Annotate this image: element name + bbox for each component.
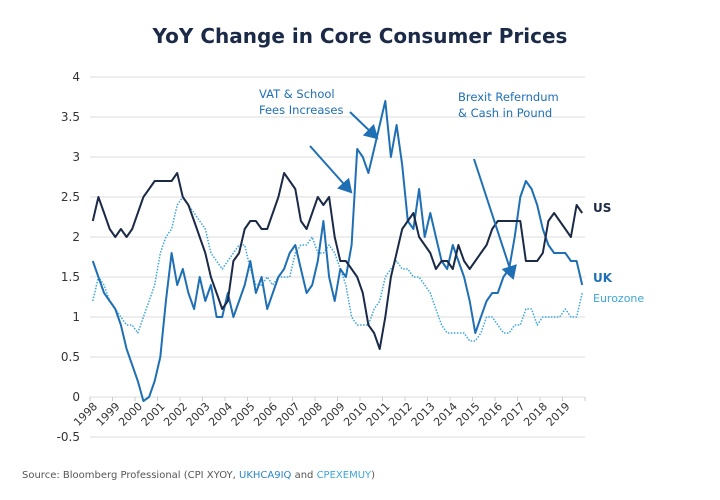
x-tick-label: 1998 — [71, 400, 100, 429]
x-tick-label: 2011 — [364, 400, 393, 429]
x-tick-label: 2003 — [184, 400, 213, 429]
annotation-arrow — [349, 111, 379, 140]
y-tick-label: -0.5 — [57, 430, 80, 444]
y-tick-label: 3.5 — [61, 110, 80, 124]
y-tick-label: 0 — [72, 390, 80, 404]
x-tick-label: 2001 — [139, 400, 168, 429]
chart-title: YoY Change in Core Consumer Prices — [152, 24, 568, 48]
x-tick-label: 2008 — [296, 400, 325, 429]
x-tick-label: 2004 — [206, 400, 235, 429]
series-line-eurozone — [92, 196, 583, 342]
y-tick-label: 4 — [72, 70, 80, 84]
x-tick-label: 2006 — [251, 400, 280, 429]
annotation-text: Fees Increases — [259, 103, 343, 117]
source-prefix: Source: Bloomberg Professional (CPI XYOY… — [22, 470, 239, 481]
x-tick-label: 2016 — [476, 400, 505, 429]
y-tick-label: 2.5 — [61, 190, 80, 204]
series-label-us: US — [593, 201, 611, 215]
series-label-uk: UK — [593, 271, 613, 285]
x-tick-label: 2015 — [454, 400, 483, 429]
annotation-arrow — [473, 158, 517, 280]
y-tick-label: 0.5 — [61, 350, 80, 364]
source-ez-code: CPEXEMUY — [316, 470, 372, 481]
x-tick-label: 2012 — [386, 400, 415, 429]
annotation-text: & Cash in Pound — [458, 106, 552, 120]
x-tick-label: 2009 — [319, 400, 348, 429]
x-tick-label: 1999 — [94, 400, 123, 429]
y-tick-label: 2 — [72, 230, 80, 244]
x-tick-label: 2002 — [161, 400, 190, 429]
source-uk-code: UKHCA9IQ — [239, 470, 292, 481]
x-tick-label: 2013 — [409, 400, 438, 429]
series-line-uk — [91, 100, 584, 402]
x-tick-label: 2007 — [274, 400, 303, 429]
series-label-eurozone: Eurozone — [593, 292, 644, 305]
x-tick-label: 2000 — [116, 400, 145, 429]
x-tick-label: 2017 — [499, 400, 528, 429]
x-tick-label: 2018 — [521, 400, 550, 429]
x-tick-label: 2019 — [544, 400, 573, 429]
source-note: Source: Bloomberg Professional (CPI XYOY… — [22, 470, 375, 481]
annotation-arrow — [309, 145, 353, 194]
y-tick-label: 1.5 — [61, 270, 80, 284]
source-mid: and — [291, 470, 317, 481]
y-tick-label: 3 — [72, 150, 80, 164]
y-tick-label: 1 — [72, 310, 80, 324]
annotation-text: Brexit Referndum — [458, 90, 559, 104]
x-tick-label: 2005 — [229, 400, 258, 429]
source-suffix: ) — [371, 470, 376, 481]
annotation-text: VAT & School — [259, 87, 335, 101]
series-line-us — [91, 172, 584, 350]
x-tick-label: 2010 — [341, 400, 370, 429]
x-tick-label: 2014 — [431, 400, 460, 429]
